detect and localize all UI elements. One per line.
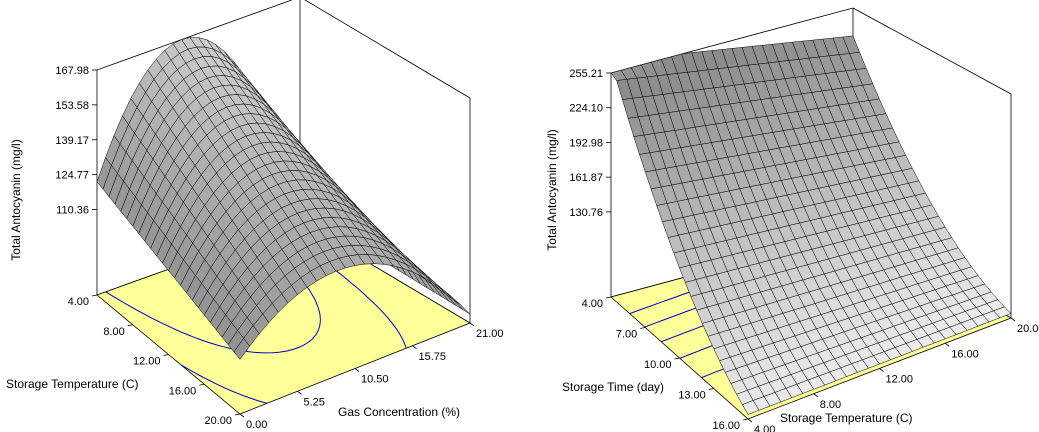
z-tick-label: 192.98 (569, 137, 603, 149)
y-tick-label: 8.00 (103, 326, 124, 338)
x-tick-label: 4.00 (754, 424, 775, 432)
x-tick-label: 16.00 (951, 348, 979, 360)
y-tick-label: 20.00 (204, 415, 232, 427)
z-tick-label: 153.58 (55, 100, 89, 112)
z-axis-ticks: 130.76 161.87 192.98 224.10 255.21 (569, 68, 611, 219)
x-tick-label: 12.00 (886, 374, 914, 386)
x-tick-label: 8.00 (820, 399, 841, 411)
x-axis-label: Storage Temperature (C) (780, 411, 913, 425)
top-back-edge-right (852, 7, 1012, 95)
z-tick-label: 124.77 (55, 170, 89, 182)
chart-panel-1: 110.36 124.77 139.17 153.58 167.98 4.00 8.00 12… (6, 0, 504, 431)
y-tick-label: 16.00 (712, 420, 740, 432)
x-tick-label: 20.00 (1017, 323, 1039, 335)
x-axis-ticks: 4.00 8.00 12.00 16.00 20.00 (747, 317, 1039, 432)
x-tick-label: 15.75 (419, 351, 447, 363)
x-axis-ticks: 0.00 5.25 10.50 15.75 21.00 (239, 322, 504, 431)
response-surface (610, 35, 1012, 415)
response-surface (96, 37, 471, 360)
y-tick-label: 7.00 (616, 329, 637, 341)
chart-panel-2: 130.76 161.87 192.98 224.10 255.21 4.00 7.00 10… (545, 7, 1039, 432)
x-tick-label: 21.00 (476, 328, 504, 340)
z-tick-label: 161.87 (569, 172, 603, 184)
y-axis-label: Storage Time (day) (562, 380, 664, 394)
z-tick-label: 139.17 (55, 135, 89, 147)
y-axis-ticks: 4.00 7.00 10.00 13.00 16.00 (582, 296, 749, 432)
z-axis-label: Total Antocyanin (mg/l) (9, 139, 23, 260)
x-tick-label: 10.50 (361, 374, 389, 386)
top-back-edge-right (304, 0, 471, 99)
y-tick-label: 4.00 (68, 296, 89, 308)
y-tick-label: 10.00 (644, 359, 672, 371)
z-tick-label: 224.10 (569, 103, 603, 115)
z-tick-label: 167.98 (55, 65, 89, 77)
z-axis-label: Total Antocyanin (mg/l) (545, 129, 559, 250)
z-tick-label: 110.36 (56, 205, 89, 217)
x-tick-label: 5.25 (304, 396, 325, 408)
z-axis-ticks: 110.36 124.77 139.17 153.58 167.98 (55, 65, 97, 217)
y-tick-label: 4.00 (582, 298, 603, 310)
y-tick-label: 16.00 (169, 385, 197, 397)
y-tick-label: 13.00 (678, 390, 706, 402)
y-axis-label: Storage Temperature (C) (6, 377, 139, 391)
z-tick-label: 255.21 (569, 68, 603, 80)
x-tick-label: 0.00 (246, 419, 267, 431)
top-back-edge-left (96, 0, 293, 71)
z-tick-label: 130.76 (569, 207, 603, 219)
y-axis-ticks: 4.00 8.00 12.00 16.00 20.00 (68, 294, 241, 427)
y-tick-label: 12.00 (133, 356, 161, 368)
x-axis-label: Gas Concentration (%) (338, 405, 460, 419)
